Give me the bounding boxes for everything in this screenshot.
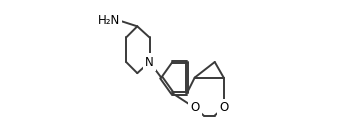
Text: N: N bbox=[145, 56, 154, 68]
Text: O: O bbox=[219, 101, 228, 114]
Text: O: O bbox=[190, 101, 199, 114]
Text: H₂N: H₂N bbox=[98, 14, 120, 27]
